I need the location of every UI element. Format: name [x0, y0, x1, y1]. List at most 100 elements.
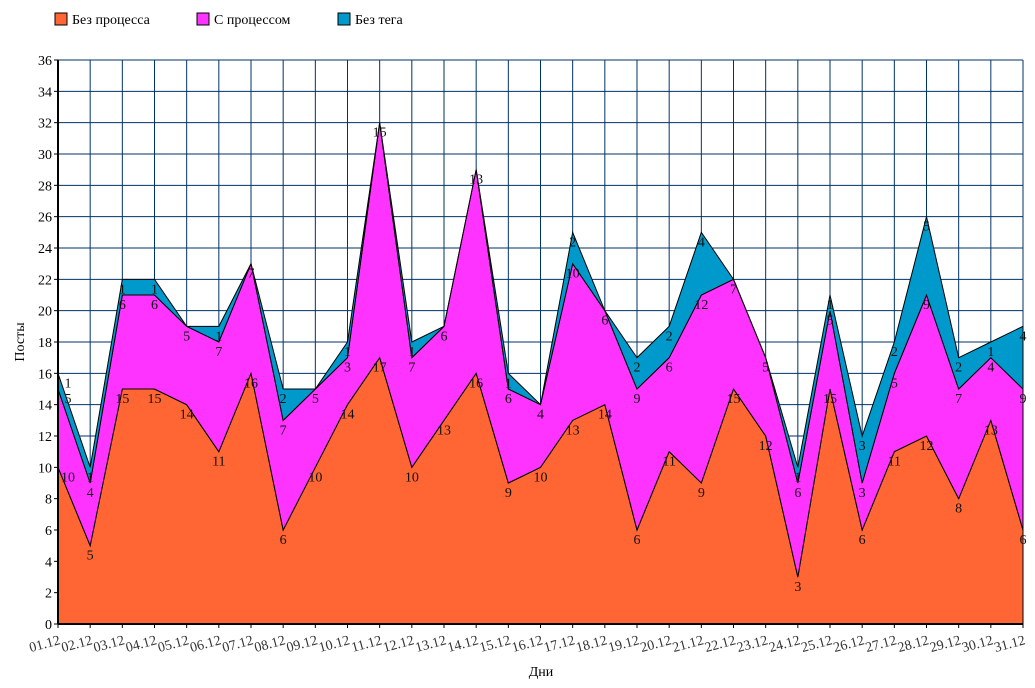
legend-swatch-0: [54, 12, 68, 26]
x-tick-label: 08.12: [253, 633, 287, 656]
x-tick-label: 19.12: [607, 633, 641, 656]
y-tick-label: 8: [45, 493, 52, 508]
data-label: 16: [244, 376, 258, 391]
y-tick-label: 30: [38, 148, 52, 163]
data-label: 10: [61, 470, 75, 485]
x-tick-label: 02.12: [60, 633, 94, 656]
data-label: 5: [65, 392, 72, 407]
x-tick-label: 25.12: [800, 633, 834, 656]
data-label: 9: [505, 486, 512, 501]
data-label: 13: [984, 423, 998, 438]
x-tick-label: 24.12: [768, 633, 802, 656]
data-label: 5: [312, 392, 319, 407]
legend-swatch-1: [196, 12, 210, 26]
x-tick-label: 11.12: [350, 633, 384, 656]
y-tick-label: 0: [45, 618, 52, 633]
data-label: 5: [923, 220, 930, 235]
x-axis-title: Дни: [529, 665, 554, 680]
data-label: 6: [280, 533, 287, 548]
data-label: 2: [891, 345, 898, 360]
data-label: 3: [859, 486, 866, 501]
data-label: 12: [694, 298, 708, 313]
data-label: 13: [437, 423, 451, 438]
y-tick-label: 36: [38, 54, 52, 69]
data-label: 11: [888, 455, 901, 470]
y-tick-label: 2: [45, 587, 52, 602]
y-tick-label: 4: [45, 555, 52, 570]
y-tick-label: 28: [38, 179, 52, 194]
x-tick-label: 10.12: [317, 633, 351, 656]
y-axis-title: Посты: [13, 322, 28, 362]
axes: 02468101214161820222426283032343601.1202…: [28, 54, 1027, 656]
x-tick-label: 14.12: [446, 633, 480, 656]
data-label: 6: [859, 533, 866, 548]
data-label: 2: [634, 361, 641, 376]
data-label: 4: [537, 408, 544, 423]
x-tick-label: 12.12: [382, 633, 416, 656]
x-tick-label: 30.12: [961, 633, 995, 656]
data-label: 6: [119, 298, 126, 313]
data-label: 15: [373, 126, 387, 141]
data-label: 1: [87, 470, 94, 485]
y-tick-label: 14: [38, 399, 52, 414]
area-series-2: [57, 122, 1024, 484]
legend-label-0: Без процесса: [72, 13, 151, 28]
x-tick-label: 26.12: [832, 633, 866, 656]
legend-label-1: С процессом: [214, 13, 291, 28]
data-label: 13: [469, 173, 483, 188]
y-tick-label: 10: [38, 461, 52, 476]
data-label: 6: [441, 329, 448, 344]
x-tick-label: 13.12: [414, 633, 448, 656]
data-label: 1: [344, 345, 351, 360]
x-tick-label: 31.12: [993, 633, 1027, 656]
data-label: 1: [119, 282, 126, 297]
data-label: 7: [215, 345, 222, 360]
y-tick-label: 24: [38, 242, 52, 257]
data-label: 11: [212, 455, 225, 470]
data-label: 12: [920, 439, 934, 454]
y-tick-label: 18: [38, 336, 52, 351]
data-label: 7: [730, 282, 737, 297]
data-label: 1: [794, 470, 801, 485]
x-tick-label: 23.12: [735, 633, 769, 656]
legend-label-2: Без тега: [355, 13, 404, 28]
data-label: 4: [698, 235, 705, 250]
data-label: 4: [87, 486, 94, 501]
x-tick-label: 29.12: [928, 633, 962, 656]
data-label: 10: [534, 470, 548, 485]
data-label: 1: [215, 329, 222, 344]
x-tick-label: 09.12: [285, 633, 319, 656]
x-tick-label: 07.12: [221, 633, 255, 656]
data-label: 15: [115, 392, 129, 407]
y-tick-label: 6: [45, 524, 52, 539]
data-label: 15: [727, 392, 741, 407]
data-label: 10: [308, 470, 322, 485]
data-label: 1: [987, 345, 994, 360]
y-tick-label: 12: [38, 430, 52, 445]
data-label: 9: [1020, 392, 1027, 407]
data-label: 7: [248, 267, 255, 282]
data-label: 3: [794, 580, 801, 595]
data-label: 16: [469, 376, 483, 391]
data-label: 3: [859, 439, 866, 454]
y-tick-label: 22: [38, 273, 52, 288]
data-label: 6: [1020, 533, 1027, 548]
areas: [57, 122, 1024, 625]
data-label: 3: [344, 361, 351, 376]
legend-swatch-2: [337, 12, 351, 26]
x-tick-label: 04.12: [124, 633, 158, 656]
y-tick-label: 32: [38, 117, 52, 132]
x-tick-label: 28.12: [896, 633, 930, 656]
data-label: 7: [955, 392, 962, 407]
data-label: 13: [566, 423, 580, 438]
data-label: 5: [827, 314, 834, 329]
x-tick-label: 18.12: [575, 633, 609, 656]
data-label: 2: [569, 235, 576, 250]
data-label: 2: [955, 361, 962, 376]
data-label: 6: [666, 361, 673, 376]
x-tick-label: 06.12: [189, 633, 223, 656]
y-tick-label: 26: [38, 211, 52, 226]
